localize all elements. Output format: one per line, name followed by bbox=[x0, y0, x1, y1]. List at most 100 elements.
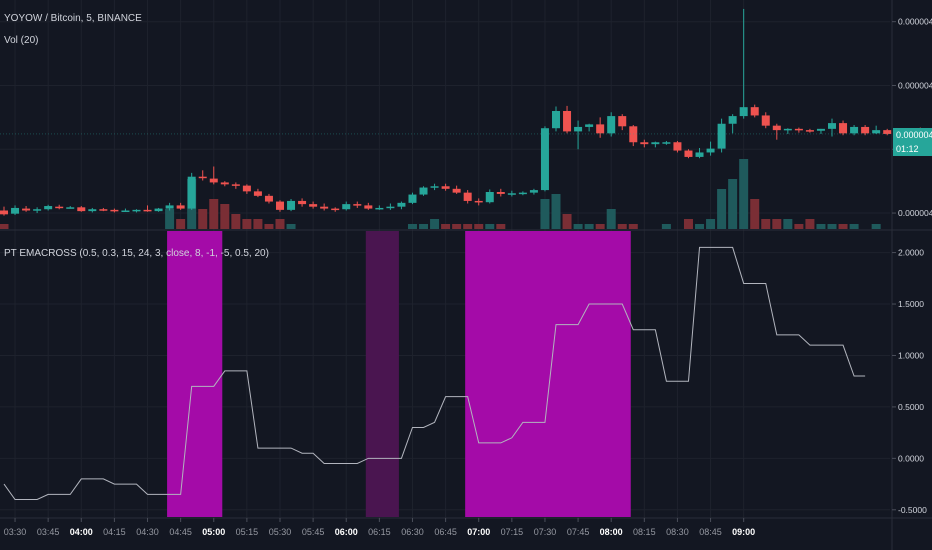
volume-bar bbox=[242, 219, 252, 229]
candle-body bbox=[474, 200, 483, 203]
candle-body bbox=[397, 202, 406, 207]
time-label: 03:30 bbox=[4, 527, 27, 537]
candle-body bbox=[309, 204, 318, 207]
candle-body bbox=[574, 126, 583, 132]
volume-bar bbox=[783, 219, 793, 229]
time-axis: 03:30 03:45 04:00 04:15 04:30 04:45 05:00 05:15… bbox=[4, 518, 755, 537]
candle-body bbox=[618, 116, 627, 127]
volume-bar bbox=[739, 159, 749, 229]
time-label: 07:45 bbox=[567, 527, 590, 537]
candle-body bbox=[253, 191, 262, 196]
volume-bar bbox=[661, 224, 671, 229]
candle-body bbox=[176, 205, 185, 209]
candle-body bbox=[430, 186, 439, 188]
volume-bar bbox=[838, 224, 848, 229]
indicator-tick-label: 1.0000 bbox=[898, 350, 924, 360]
volume-bar bbox=[595, 224, 605, 229]
candle-body bbox=[132, 209, 141, 212]
candle-body bbox=[320, 206, 329, 209]
candle-body bbox=[331, 208, 340, 211]
volume-bar bbox=[264, 224, 274, 229]
candle-body bbox=[452, 188, 461, 193]
candle-body bbox=[143, 209, 152, 212]
volume-bar bbox=[573, 224, 583, 229]
candle-body bbox=[220, 182, 229, 185]
candle-body bbox=[342, 204, 351, 210]
pane-grid bbox=[0, 0, 890, 518]
volume-bar bbox=[441, 224, 451, 229]
candle-body bbox=[805, 130, 814, 132]
time-label: 05:30 bbox=[269, 527, 292, 537]
volume-bar bbox=[805, 219, 815, 229]
volume-bar bbox=[198, 209, 208, 229]
candlestick-series bbox=[0, 8, 932, 216]
candle-body bbox=[750, 107, 759, 116]
volume-bar bbox=[761, 219, 771, 229]
candle-body bbox=[242, 185, 251, 192]
candle-body bbox=[651, 142, 660, 145]
candle-body bbox=[861, 126, 870, 134]
candle-body bbox=[121, 210, 130, 213]
candle-body bbox=[728, 116, 737, 124]
candle-body bbox=[850, 126, 859, 134]
candle-body bbox=[563, 110, 572, 132]
volume-bar bbox=[496, 224, 506, 229]
candle-body bbox=[816, 128, 825, 131]
candle-body bbox=[783, 128, 792, 131]
candle-body bbox=[463, 192, 472, 201]
indicator-legend[interactable]: PT EMACROSS (0.5, 0.3, 15, 24, 3, close,… bbox=[4, 248, 269, 259]
volume-bar bbox=[474, 224, 484, 229]
candle-body bbox=[485, 192, 494, 203]
candle-body bbox=[154, 208, 163, 212]
candle-body bbox=[419, 187, 428, 195]
volume-bar bbox=[750, 199, 760, 229]
candle-body bbox=[839, 123, 848, 134]
signal-zone bbox=[167, 231, 223, 517]
symbol-legend[interactable]: YOYOW / Bitcoin, 5, BINANCE bbox=[4, 13, 142, 24]
candle-body bbox=[231, 184, 240, 186]
candle-body bbox=[441, 186, 450, 189]
volume-bar bbox=[485, 224, 495, 229]
price-tick-label: 0.00000450 bbox=[898, 80, 932, 90]
candle-body bbox=[585, 124, 594, 127]
candle-body bbox=[772, 125, 781, 131]
volume-legend[interactable]: Vol (20) bbox=[4, 35, 39, 46]
candle-body bbox=[99, 209, 108, 211]
time-label: 03:45 bbox=[37, 527, 60, 537]
volume-bar bbox=[562, 214, 572, 229]
indicator-tick-label: -0.5000 bbox=[898, 505, 927, 515]
time-label: 09:00 bbox=[732, 527, 755, 537]
volume-bar bbox=[165, 209, 175, 229]
candle-body bbox=[706, 148, 715, 153]
candle-body bbox=[198, 176, 207, 179]
volume-bar bbox=[220, 204, 230, 229]
volume-bar bbox=[463, 224, 473, 229]
indicator-tick-label: 2.0000 bbox=[898, 248, 924, 258]
time-label: 07:15 bbox=[501, 527, 524, 537]
volume-bar bbox=[706, 219, 716, 229]
candle-body bbox=[77, 207, 86, 212]
time-label: 07:00 bbox=[467, 527, 490, 537]
volume-bar bbox=[683, 219, 693, 229]
candle-body bbox=[662, 142, 671, 144]
volume-bar bbox=[419, 224, 429, 229]
volume-bar bbox=[0, 224, 9, 229]
candle-body bbox=[298, 200, 307, 205]
indicator-tick-label: 0.5000 bbox=[898, 402, 924, 412]
candle-body bbox=[640, 142, 649, 145]
time-label: 06:45 bbox=[434, 527, 457, 537]
candle-body bbox=[872, 130, 881, 134]
candle-body bbox=[828, 123, 836, 129]
price-tick-label: 0.00000460 bbox=[898, 17, 932, 27]
time-label: 04:45 bbox=[169, 527, 192, 537]
candle-body bbox=[739, 107, 748, 117]
candle-body bbox=[0, 210, 8, 215]
candle-body bbox=[695, 152, 704, 157]
volume-bar bbox=[695, 224, 705, 229]
countdown-tag: 01:12 bbox=[893, 142, 932, 156]
price-axis: 0.000004300.000004400.000004500.00000460 bbox=[892, 17, 932, 218]
volume-bar bbox=[606, 209, 616, 229]
volume-bar bbox=[209, 199, 219, 229]
